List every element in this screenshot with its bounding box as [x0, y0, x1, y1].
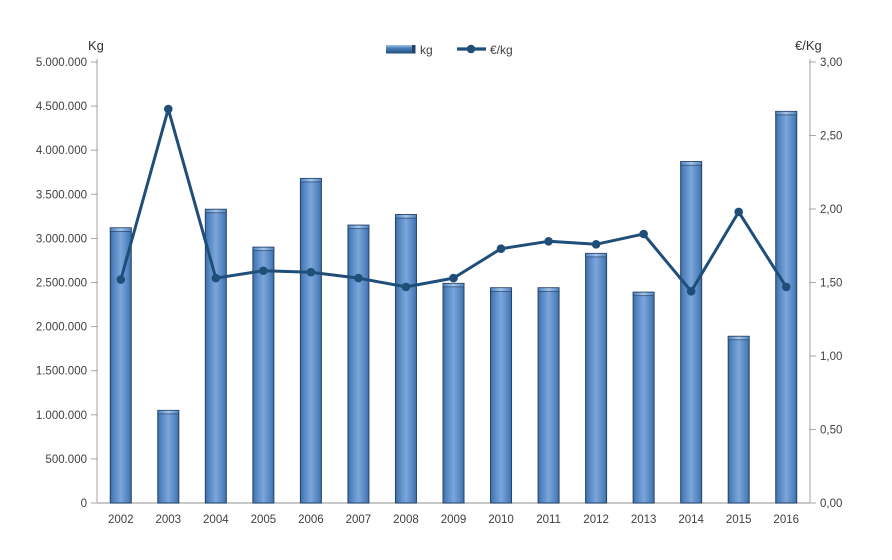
legend-eur-per-kg-label: €/kg [490, 43, 513, 57]
x-axis-category-label: 2003 [156, 514, 182, 526]
legend-kg-bar-swatch [386, 45, 413, 54]
legend-kg-bar-swatch-cap [412, 45, 416, 54]
y-axis-left-tick-label: 4.000.000 [36, 145, 87, 157]
y-axis-left-tick-label: 1.000.000 [36, 410, 87, 422]
kg-bar-2014 [680, 161, 703, 504]
y-axis-left-tick-label: 5.000.000 [36, 57, 87, 69]
eur-per-kg-marker-2004 [211, 273, 221, 283]
eur-per-kg-marker-2009 [449, 273, 458, 283]
y-axis-right-tick-label: 1,50 [820, 278, 842, 290]
x-axis-category-label: 2013 [631, 514, 657, 526]
y-axis-right-tick-label: 3,00 [820, 57, 842, 69]
y-axis-left-tick-label: 2.000.000 [36, 322, 87, 334]
eur-per-kg-marker-2014 [686, 287, 696, 296]
y-axis-left-tick-label: 3.500.000 [36, 189, 87, 201]
kg-bar-top-cap [395, 214, 417, 219]
kg-bar-top-cap [252, 246, 275, 252]
legend-kg-label: kg [420, 43, 433, 57]
kg-bar-top-cap [442, 283, 465, 288]
kg-bar-top-cap [347, 224, 370, 230]
x-axis-category-label: 2011 [536, 514, 561, 526]
eur-per-kg-marker-2003 [164, 104, 173, 114]
kg-bar-top-cap [775, 111, 798, 116]
legend: kg €/kg [386, 43, 513, 57]
kg-bar-top-cap [109, 227, 132, 232]
kg-bar-2009 [442, 282, 465, 504]
eur-per-kg-marker-2016 [781, 282, 791, 292]
kg-bar-2002 [109, 227, 132, 504]
x-axis-category-label: 2015 [726, 514, 752, 526]
y-axis-right-tick-label: 0,00 [820, 498, 842, 510]
eur-per-kg-marker-2012 [591, 239, 601, 249]
y-axis-left-tick-label: 3.000.000 [36, 233, 87, 245]
kg-bar-top-cap [680, 161, 703, 166]
kg-bar-2011 [537, 287, 560, 504]
kg-bar-top-cap [157, 410, 180, 415]
right-axis-title: €/Kg [795, 38, 822, 53]
kg-bar-top-cap [537, 287, 560, 292]
kg-bar-top-cap [300, 178, 322, 183]
legend-eur-marker-swatch [466, 44, 476, 54]
x-axis-category-label: 2002 [108, 514, 134, 526]
kg-bar-top-cap [490, 287, 512, 292]
x-axis-category-label: 2012 [583, 514, 609, 526]
y-axis-right-tick-label: 1,00 [820, 351, 842, 363]
x-axis-category-label: 2010 [488, 514, 514, 526]
eur-per-kg-marker-2002 [116, 275, 126, 284]
kg-bar-2012 [585, 252, 608, 504]
y-axis-right-tick-label: 0,50 [820, 425, 842, 437]
kg-bar-2006 [299, 177, 322, 504]
x-axis-category-label: 2009 [441, 514, 467, 526]
eur-per-kg-marker-2011 [544, 237, 553, 246]
y-axis-left-tick-label: 1.500.000 [36, 366, 87, 378]
eur-per-kg-marker-2008 [401, 282, 411, 292]
x-axis-category-label: 2007 [346, 514, 372, 526]
kg-bar-top-cap [727, 335, 750, 341]
left-axis-title: Kg [88, 38, 104, 53]
y-axis-left-tick-label: 500.000 [45, 454, 87, 466]
kg-bar-2003 [157, 409, 180, 504]
kg-bar-top-cap [585, 253, 607, 258]
kg-bar-top-cap [632, 291, 655, 297]
eur-per-kg-marker-2007 [354, 273, 363, 283]
kg-bar-top-cap [204, 208, 227, 214]
y-axis-right-tick-label: 2,00 [820, 204, 842, 216]
y-axis-left-tick-label: 2.500.000 [36, 278, 87, 290]
kg-bar-2008 [394, 214, 417, 504]
eur-per-kg-marker-2005 [259, 266, 268, 276]
kg-bar-2015 [727, 335, 750, 504]
y-axis-left-tick-label: 0 [81, 498, 87, 510]
x-axis-category-label: 2006 [298, 514, 324, 526]
y-axis-left-tick-label: 4.500.000 [36, 101, 87, 113]
x-axis-category-label: 2004 [203, 514, 229, 526]
kg-bar-2016 [775, 110, 798, 504]
x-axis-category-label: 2005 [251, 514, 277, 526]
kg-bar-2013 [632, 291, 655, 504]
kg-bar-2005 [252, 246, 275, 504]
kg-bar-2010 [490, 287, 513, 504]
kg-bar-2007 [347, 224, 370, 504]
eur-per-kg-marker-2006 [306, 267, 316, 277]
y-axis-right-tick-label: 2,50 [820, 131, 842, 143]
eur-per-kg-marker-2010 [496, 244, 506, 253]
eur-per-kg-marker-2013 [639, 229, 648, 239]
x-axis-category-label: 2016 [773, 514, 799, 526]
x-axis-category-label: 2008 [393, 514, 419, 526]
x-axis-category-label: 2014 [678, 514, 704, 526]
eur-per-kg-marker-2015 [734, 207, 743, 217]
